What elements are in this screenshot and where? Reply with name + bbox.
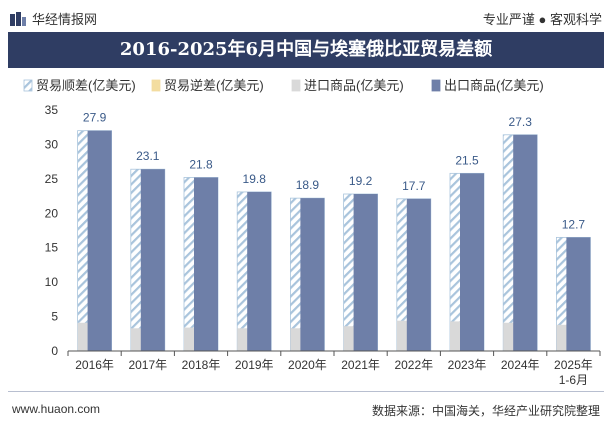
bar-chart: 贸易顺差(亿美元) 贸易逆差(亿美元) 进口商品(亿美元) 出口商品(亿美元) 0 5 1… (23, 78, 601, 387)
export-bar (566, 237, 591, 351)
x-tick-label: 2019年 (235, 358, 274, 372)
x-tick-label: 2016年 (75, 358, 114, 372)
y-tick-label: 15 (45, 241, 59, 255)
surplus-data-label: 19.2 (349, 174, 373, 188)
legend-swatch-1 (23, 79, 33, 92)
x-tick-label: 2017年 (128, 358, 167, 372)
x-tick-label: 2023年 (448, 358, 487, 372)
y-tick-label: 35 (45, 103, 59, 117)
import-bar (237, 328, 250, 351)
y-tick-label: 0 (51, 344, 58, 358)
brand-logo: 华经情报网 (10, 9, 97, 28)
legend-swatch-3 (291, 79, 301, 92)
legend-label-1: 贸易顺差(亿美元) (36, 78, 136, 93)
x-tick-label: 2020年 (288, 358, 327, 372)
import-bar (130, 328, 143, 351)
y-tick-label: 30 (45, 137, 59, 151)
legend-label-3: 进口商品(亿美元) (304, 78, 404, 93)
legend-label-4: 出口商品(亿美元) (444, 78, 544, 93)
import-bar (503, 322, 516, 351)
surplus-data-label: 21.5 (455, 153, 479, 167)
legend-label-2: 贸易逆差(亿美元) (164, 78, 264, 93)
export-bar (300, 198, 325, 351)
import-bar (396, 320, 409, 351)
x-tick-label: 2021年 (341, 358, 380, 372)
bar-series: 27.9 23.1 21.8 19.8 18.9 19.2 17.7 21.5 27.3 12.7 (77, 111, 591, 352)
legend-swatch-2 (151, 79, 161, 92)
y-tick-label: 25 (45, 172, 59, 186)
y-tick-label: 20 (45, 206, 59, 220)
surplus-data-label: 19.8 (243, 172, 267, 186)
import-bar (450, 321, 462, 351)
export-bar (406, 198, 431, 351)
chart-legend: 贸易顺差(亿美元) 贸易逆差(亿美元) 进口商品(亿美元) 出口商品(亿美元) (23, 78, 544, 93)
export-bar (460, 173, 484, 351)
logo-icon (10, 11, 26, 26)
export-bar (194, 177, 218, 351)
surplus-data-label: 17.7 (402, 179, 426, 193)
export-bar (513, 134, 538, 351)
legend-swatch-4 (431, 79, 441, 92)
x-tick-label: 2018年 (182, 358, 221, 372)
surplus-data-label: 27.9 (83, 111, 107, 125)
chart-title: 2016-2025年6月中国与埃塞俄比亚贸易差额 (8, 32, 604, 68)
x-tick-label: 2024年 (501, 358, 540, 372)
y-axis: 0 5 10 15 20 25 30 35 (45, 103, 59, 358)
top-bar: 华经情报网 专业严谨 ● 客观科学 (0, 0, 612, 32)
surplus-data-label: 23.1 (136, 149, 160, 163)
slogan-text: 专业严谨 ● 客观科学 (482, 12, 602, 27)
surplus-data-label: 21.8 (189, 157, 213, 171)
export-bar (247, 191, 272, 351)
x-axis: 2016年 2017年 2018年 2019年 2020年 2021年 2022年 2023年… (67, 350, 601, 387)
export-bar (87, 130, 112, 351)
footer-website[interactable]: www.huaon.com (12, 402, 101, 416)
import-bar (184, 327, 196, 351)
surplus-data-label: 18.9 (296, 178, 320, 192)
import-bar (290, 328, 303, 351)
surplus-data-label: 12.7 (562, 217, 586, 231)
surplus-data-label: 27.3 (509, 115, 533, 129)
export-bar (140, 169, 165, 351)
import-bar (77, 322, 90, 351)
import-bar (343, 326, 356, 351)
footer-source: 数据来源：中国海关，华经产业研究院整理 (371, 404, 600, 418)
logo-text: 华经情报网 (32, 12, 98, 27)
x-tick-label: 2022年 (394, 358, 433, 372)
export-bar (353, 194, 378, 351)
footer-divider (8, 391, 604, 392)
x-tick-label: 2025年 1-6月 (554, 358, 593, 387)
import-bar (556, 324, 569, 351)
y-tick-label: 10 (45, 275, 59, 289)
y-tick-label: 5 (51, 310, 58, 324)
